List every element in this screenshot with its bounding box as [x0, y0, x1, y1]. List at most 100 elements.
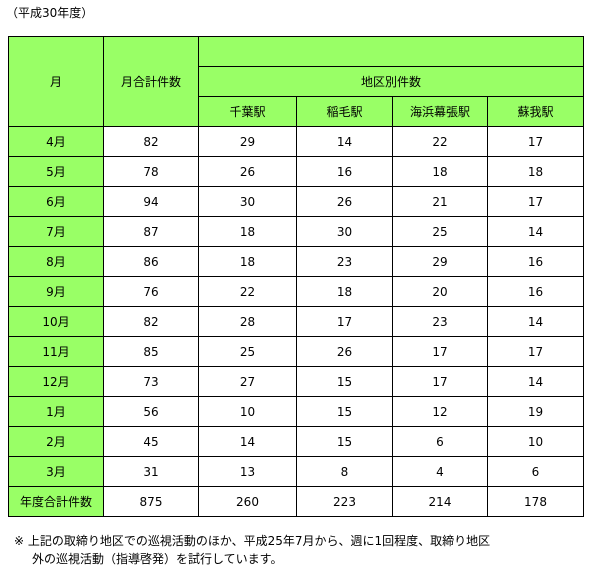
header-month: 月 — [8, 36, 104, 127]
table-row: 4月 82 29 14 22 17 — [8, 126, 584, 157]
station-cell: 22 — [198, 276, 297, 307]
station-cell: 27 — [198, 366, 297, 397]
row-label: 11月 — [8, 336, 104, 367]
row-label: 8月 — [8, 246, 104, 277]
station-cell: 21 — [392, 186, 488, 217]
note: ※ 上記の取締り地区での巡視活動のほか、平成25年7月から、週に1回程度、取締り… — [14, 532, 490, 568]
note-line: ※ 上記の取締り地区での巡視活動のほか、平成25年7月から、週に1回程度、取締り… — [14, 534, 491, 548]
table-row: 年度合計件数 875 260 223 214 178 — [8, 486, 584, 517]
row-label: 2月 — [8, 426, 104, 457]
row-label: 3月 — [8, 456, 104, 487]
total-cell: 875 — [103, 486, 199, 517]
total-cell: 78 — [103, 156, 199, 187]
station-cell: 17 — [487, 126, 584, 157]
station-cell: 26 — [296, 186, 393, 217]
header-total: 月合計件数 — [103, 36, 199, 127]
station-cell: 23 — [296, 246, 393, 277]
station-cell: 29 — [198, 126, 297, 157]
station-cell: 29 — [392, 246, 488, 277]
table-row: 5月 78 26 16 18 18 — [8, 156, 584, 187]
station-cell: 15 — [296, 366, 393, 397]
station-cell: 8 — [296, 456, 393, 487]
station-cell: 25 — [392, 216, 488, 247]
station-cell: 14 — [198, 426, 297, 457]
station-cell: 17 — [296, 306, 393, 337]
station-cell: 18 — [198, 216, 297, 247]
station-cell: 260 — [198, 486, 297, 517]
table-row: 9月 76 22 18 20 16 — [8, 276, 584, 307]
station-cell: 20 — [392, 276, 488, 307]
table-row: 11月 85 25 26 17 17 — [8, 336, 584, 367]
station-cell: 26 — [198, 156, 297, 187]
station-cell: 10 — [487, 426, 584, 457]
total-cell: 45 — [103, 426, 199, 457]
station-cell: 178 — [487, 486, 584, 517]
row-label: 4月 — [8, 126, 104, 157]
station-cell: 22 — [392, 126, 488, 157]
data-table: 月 月合計件数 地区別件数 千葉駅 稲毛駅 海浜幕張駅 蘇我駅 4月 82 29 14 22 1… — [8, 36, 584, 517]
station-cell: 17 — [487, 336, 584, 367]
station-cell: 14 — [487, 306, 584, 337]
total-cell: 87 — [103, 216, 199, 247]
station-cell: 28 — [198, 306, 297, 337]
station-cell: 14 — [296, 126, 393, 157]
station-cell: 6 — [392, 426, 488, 457]
table-row: 1月 56 10 15 12 19 — [8, 396, 584, 427]
total-cell: 56 — [103, 396, 199, 427]
header-station: 稲毛駅 — [296, 96, 393, 127]
station-cell: 223 — [296, 486, 393, 517]
table-row: 12月 73 27 15 17 14 — [8, 366, 584, 397]
station-cell: 17 — [392, 366, 488, 397]
station-cell: 16 — [487, 276, 584, 307]
station-cell: 13 — [198, 456, 297, 487]
row-label: 1月 — [8, 396, 104, 427]
station-cell: 15 — [296, 396, 393, 427]
table-row: 6月 94 30 26 21 17 — [8, 186, 584, 217]
station-cell: 6 — [487, 456, 584, 487]
header-station: 千葉駅 — [198, 96, 297, 127]
total-cell: 86 — [103, 246, 199, 277]
table-row: 10月 82 28 17 23 14 — [8, 306, 584, 337]
station-cell: 14 — [487, 366, 584, 397]
total-cell: 94 — [103, 186, 199, 217]
station-cell: 4 — [392, 456, 488, 487]
total-cell: 82 — [103, 306, 199, 337]
station-cell: 17 — [392, 336, 488, 367]
station-cell: 214 — [392, 486, 488, 517]
row-label: 9月 — [8, 276, 104, 307]
row-label: 7月 — [8, 216, 104, 247]
table-row: 2月 45 14 15 6 10 — [8, 426, 584, 457]
row-label: 年度合計件数 — [8, 486, 104, 517]
row-label: 5月 — [8, 156, 104, 187]
station-cell: 17 — [487, 186, 584, 217]
header-station: 海浜幕張駅 — [392, 96, 488, 127]
table-row: 3月 31 13 8 4 6 — [8, 456, 584, 487]
station-cell: 15 — [296, 426, 393, 457]
station-cell: 30 — [296, 216, 393, 247]
table-row: 8月 86 18 23 29 16 — [8, 246, 584, 277]
station-cell: 18 — [198, 246, 297, 277]
header-area: 地区別件数 — [198, 66, 584, 97]
total-cell: 85 — [103, 336, 199, 367]
row-label: 10月 — [8, 306, 104, 337]
station-cell: 14 — [487, 216, 584, 247]
total-cell: 76 — [103, 276, 199, 307]
station-cell: 18 — [392, 156, 488, 187]
station-cell: 30 — [198, 186, 297, 217]
row-label: 12月 — [8, 366, 104, 397]
header-station: 蘇我駅 — [487, 96, 584, 127]
row-label: 6月 — [8, 186, 104, 217]
total-cell: 31 — [103, 456, 199, 487]
station-cell: 16 — [296, 156, 393, 187]
station-cell: 25 — [198, 336, 297, 367]
note-line: 外の巡視活動（指導啓発）を試行しています。 — [32, 552, 283, 566]
total-cell: 82 — [103, 126, 199, 157]
table-row: 7月 87 18 30 25 14 — [8, 216, 584, 247]
station-cell: 18 — [487, 156, 584, 187]
total-cell: 73 — [103, 366, 199, 397]
station-cell: 23 — [392, 306, 488, 337]
station-cell: 16 — [487, 246, 584, 277]
caption: （平成30年度） — [6, 6, 94, 20]
station-cell: 12 — [392, 396, 488, 427]
